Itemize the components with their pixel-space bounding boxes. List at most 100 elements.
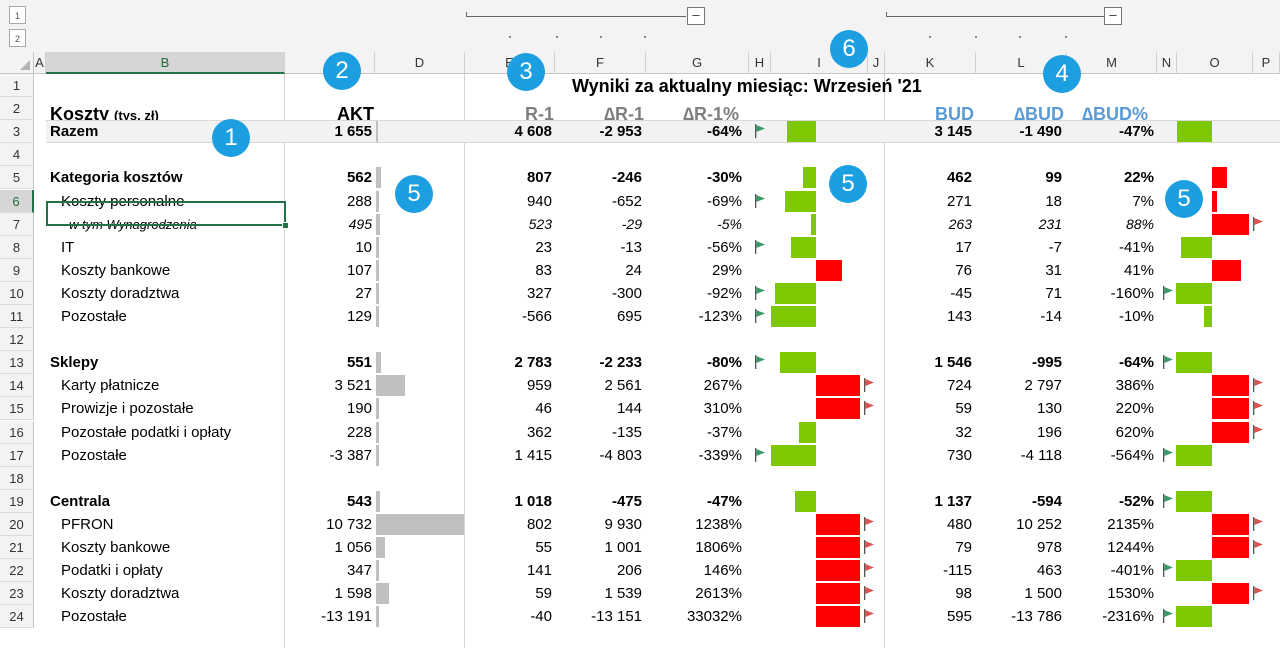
column-header-k[interactable]: K bbox=[885, 52, 976, 74]
delta-r1-value[interactable]: -29 bbox=[621, 215, 642, 232]
collapse-group-button[interactable]: – bbox=[687, 7, 705, 25]
column-header-b[interactable]: B bbox=[46, 52, 285, 74]
delta-r1-pct-value[interactable]: -37% bbox=[706, 423, 742, 441]
delta-bud-pct-value[interactable]: -52% bbox=[1118, 492, 1154, 510]
row-label[interactable]: Koszty bankowe bbox=[61, 261, 171, 279]
row-label[interactable]: Pozostałe bbox=[61, 308, 127, 325]
row-label[interactable]: Prowizje i pozostałe bbox=[61, 400, 194, 418]
row-header[interactable]: 24 bbox=[0, 605, 34, 629]
row-header[interactable]: 18 bbox=[0, 466, 34, 490]
row-label[interactable]: PFRON bbox=[61, 515, 114, 533]
akt-value[interactable]: 10 bbox=[355, 238, 372, 256]
delta-r1-value[interactable]: -13 bbox=[620, 238, 642, 256]
r1-value[interactable]: 327 bbox=[526, 284, 552, 302]
delta-bud-value[interactable]: 1 500 bbox=[1024, 585, 1062, 603]
row-header[interactable]: 22 bbox=[0, 559, 34, 583]
r1-value[interactable]: -40 bbox=[530, 608, 552, 626]
row-label[interactable]: Karty płatnicze bbox=[61, 377, 160, 395]
akt-value[interactable]: 1 056 bbox=[334, 539, 372, 556]
delta-bud-value[interactable]: -13 786 bbox=[1011, 608, 1062, 626]
delta-bud-pct-value[interactable]: 41% bbox=[1123, 261, 1154, 279]
delta-bud-pct-value[interactable]: 620% bbox=[1115, 423, 1154, 441]
delta-r1-pct-value[interactable]: -64% bbox=[706, 123, 742, 141]
delta-r1-value[interactable]: 1 539 bbox=[604, 585, 642, 603]
delta-r1-value[interactable]: 2 561 bbox=[604, 377, 642, 395]
spreadsheet-grid[interactable]: Wyniki za aktualny miesiąc: Wrzesień '21… bbox=[34, 74, 1280, 648]
akt-value[interactable]: 288 bbox=[346, 192, 372, 210]
delta-bud-value[interactable]: 463 bbox=[1036, 562, 1062, 580]
akt-value[interactable]: 543 bbox=[346, 492, 372, 510]
row-header[interactable]: 5 bbox=[0, 166, 34, 190]
delta-bud-pct-value[interactable]: -160% bbox=[1110, 284, 1154, 302]
akt-value[interactable]: -3 387 bbox=[329, 446, 372, 464]
row-header[interactable]: 2 bbox=[0, 97, 34, 121]
r1-value[interactable]: 59 bbox=[535, 585, 552, 603]
r1-value[interactable]: 362 bbox=[526, 423, 552, 441]
bud-value[interactable]: 76 bbox=[955, 261, 972, 279]
r1-value[interactable]: 4 608 bbox=[514, 123, 552, 141]
delta-r1-pct-value[interactable]: -30% bbox=[706, 169, 742, 187]
akt-value[interactable]: 551 bbox=[346, 354, 372, 372]
bud-value[interactable]: 1 546 bbox=[934, 354, 972, 372]
delta-bud-pct-value[interactable]: -41% bbox=[1118, 238, 1154, 256]
delta-bud-value[interactable]: 196 bbox=[1036, 423, 1062, 441]
akt-value[interactable]: 495 bbox=[348, 215, 372, 232]
akt-value[interactable]: 10 732 bbox=[326, 515, 372, 533]
select-all-corner[interactable] bbox=[0, 52, 34, 74]
bud-value[interactable]: 480 bbox=[946, 515, 972, 533]
delta-r1-value[interactable]: -4 803 bbox=[599, 446, 642, 464]
column-header-j[interactable]: J bbox=[868, 52, 885, 74]
r1-value[interactable]: 802 bbox=[526, 515, 552, 533]
akt-value[interactable]: 3 521 bbox=[334, 377, 372, 395]
row-header[interactable]: 8 bbox=[0, 235, 34, 259]
delta-bud-value[interactable]: -14 bbox=[1040, 308, 1062, 325]
bud-value[interactable]: 730 bbox=[946, 446, 972, 464]
row-header[interactable]: 3 bbox=[0, 120, 34, 144]
delta-r1-pct-value[interactable]: 310% bbox=[703, 400, 742, 418]
collapse-group-button[interactable]: – bbox=[1104, 7, 1122, 25]
delta-r1-value[interactable]: 24 bbox=[625, 261, 642, 279]
delta-r1-value[interactable]: -246 bbox=[611, 169, 642, 187]
delta-r1-pct-value[interactable]: -123% bbox=[698, 308, 742, 325]
delta-r1-value[interactable]: -13 151 bbox=[591, 608, 642, 626]
delta-bud-value[interactable]: 99 bbox=[1045, 169, 1062, 187]
akt-value[interactable]: 228 bbox=[346, 423, 372, 441]
row-label[interactable]: Pozostałe bbox=[61, 608, 127, 626]
row-label[interactable]: Centrala bbox=[50, 492, 111, 510]
delta-r1-pct-value[interactable]: 33032% bbox=[686, 608, 742, 626]
r1-value[interactable]: 23 bbox=[535, 238, 552, 256]
akt-value[interactable]: -13 191 bbox=[321, 608, 372, 626]
row-label[interactable]: Podatki i opłaty bbox=[61, 562, 163, 580]
row-header[interactable]: 1 bbox=[0, 74, 34, 98]
outline-level-1-button[interactable]: 1 bbox=[9, 6, 26, 24]
delta-bud-pct-value[interactable]: 7% bbox=[1132, 192, 1154, 210]
akt-value[interactable]: 347 bbox=[346, 562, 372, 580]
delta-bud-pct-value[interactable]: 2135% bbox=[1107, 515, 1154, 533]
outline-level-2-button[interactable]: 2 bbox=[9, 29, 26, 47]
akt-value[interactable]: 190 bbox=[346, 400, 372, 418]
akt-value[interactable]: 562 bbox=[346, 169, 372, 187]
akt-value[interactable]: 1 598 bbox=[334, 585, 372, 603]
row-header[interactable]: 9 bbox=[0, 258, 34, 282]
row-label[interactable]: IT bbox=[61, 238, 75, 256]
row-header[interactable]: 10 bbox=[0, 281, 34, 305]
column-header-o[interactable]: O bbox=[1177, 52, 1253, 74]
delta-r1-pct-value[interactable]: -80% bbox=[706, 354, 742, 372]
bud-value[interactable]: 595 bbox=[946, 608, 972, 626]
delta-bud-value[interactable]: -4 118 bbox=[1020, 446, 1062, 464]
bud-value[interactable]: 79 bbox=[955, 539, 972, 556]
bud-value[interactable]: 263 bbox=[948, 215, 972, 232]
akt-value[interactable]: 129 bbox=[346, 308, 372, 325]
row-label[interactable]: Kategoria kosztów bbox=[50, 169, 183, 187]
row-label[interactable]: Koszty doradztwa bbox=[61, 284, 180, 302]
delta-r1-value[interactable]: 695 bbox=[616, 308, 642, 325]
row-header[interactable]: 12 bbox=[0, 328, 34, 352]
bud-value[interactable]: 3 145 bbox=[934, 123, 972, 141]
delta-bud-value[interactable]: -7 bbox=[1048, 238, 1062, 256]
r1-value[interactable]: -566 bbox=[521, 308, 552, 325]
row-header[interactable]: 4 bbox=[0, 143, 34, 167]
akt-value[interactable]: 107 bbox=[346, 261, 372, 279]
delta-bud-pct-value[interactable]: -10% bbox=[1118, 308, 1154, 325]
r1-value[interactable]: 940 bbox=[526, 192, 552, 210]
delta-r1-pct-value[interactable]: -69% bbox=[706, 192, 742, 210]
